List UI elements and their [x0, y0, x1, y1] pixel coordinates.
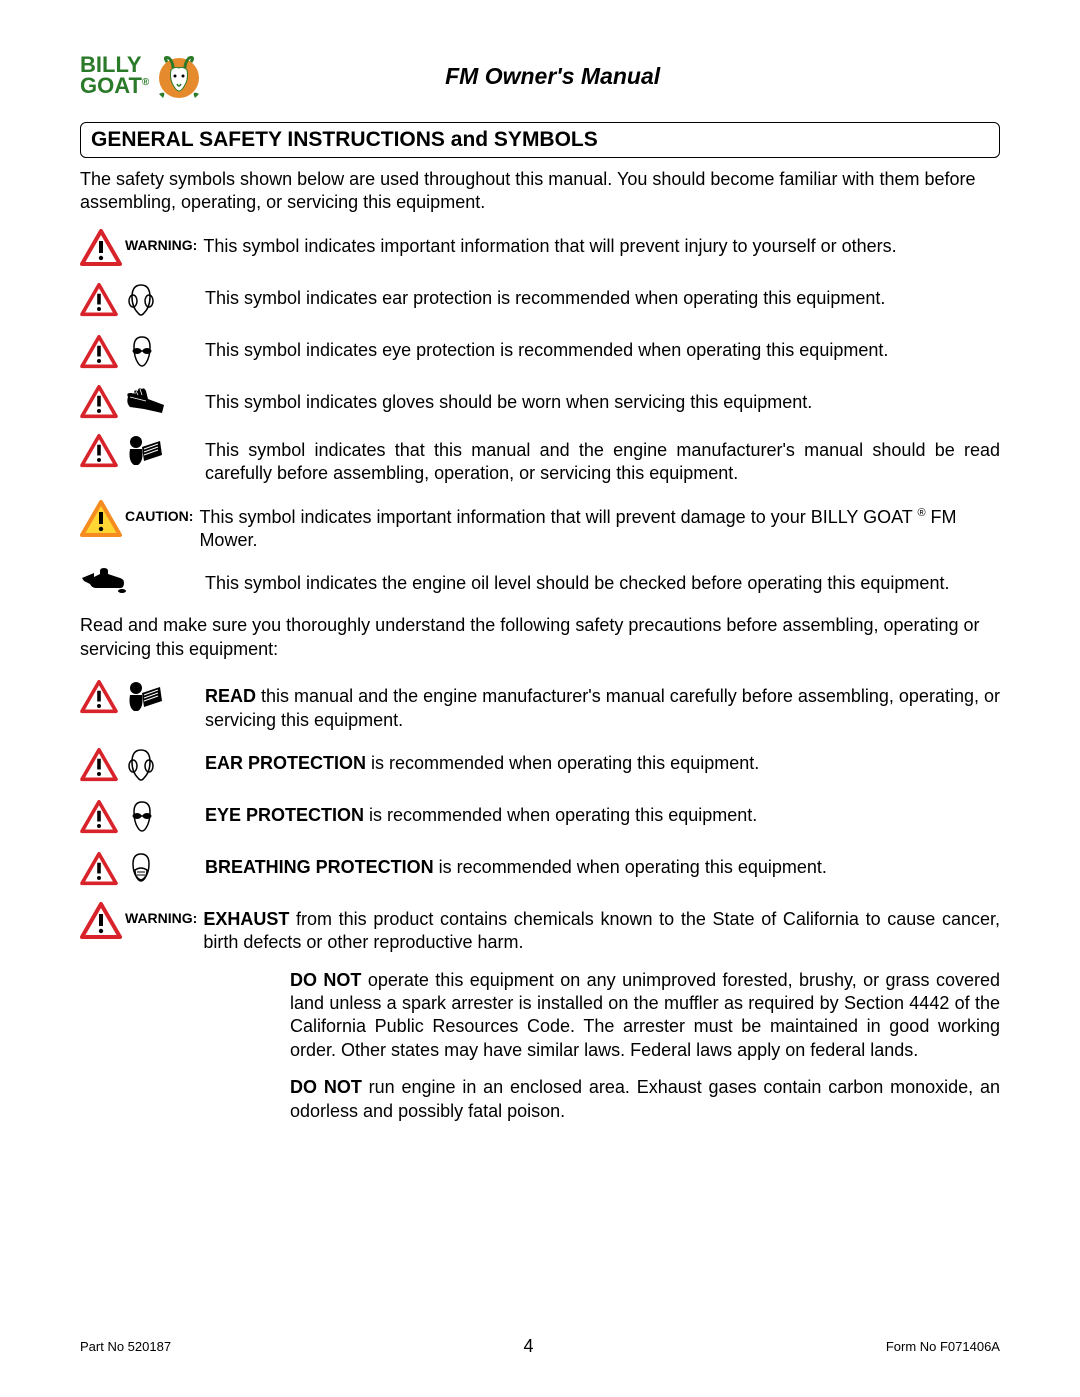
row-desc: This symbol indicates the engine oil lev… [205, 566, 1000, 595]
read-manual-icon [124, 679, 164, 715]
symbol-row: CAUTION: This symbol indicates important… [80, 500, 1000, 553]
caution-label: CAUTION: [125, 500, 199, 524]
desc-text: is recommended when operating this equip… [434, 857, 827, 877]
warning-triangle-icon [80, 434, 118, 468]
row-desc: This symbol indicates important informat… [199, 500, 1000, 553]
eye-protection-icon [124, 333, 160, 371]
icon-group [80, 566, 205, 596]
desc-pre: This symbol indicates important informat… [199, 507, 917, 527]
symbol-row: WARNING: This symbol indicates important… [80, 229, 1000, 267]
row-desc: BREATHING PROTECTION is recommended when… [205, 850, 1000, 879]
footer-left: Part No 520187 [80, 1339, 171, 1354]
header: BILLY GOAT® FM Owner's Manual [80, 50, 1000, 102]
cont-bold: DO NOT [290, 1077, 362, 1097]
warning-triangle-icon [80, 229, 122, 267]
symbol-row: This symbol indicates the engine oil lev… [80, 566, 1000, 596]
desc-bold: EYE PROTECTION [205, 805, 364, 825]
cont-bold: DO NOT [290, 970, 361, 990]
logo-line2: GOAT [80, 73, 142, 98]
icon-group [80, 679, 205, 715]
breathing-protection-icon [124, 850, 158, 888]
icon-group [80, 229, 125, 267]
continuation-para: DO NOT operate this equipment on any uni… [290, 969, 1000, 1063]
logo: BILLY GOAT® [80, 50, 205, 102]
icon-group [80, 798, 205, 836]
icon-group [80, 500, 125, 538]
desc-text: from this product contains chemicals kno… [203, 909, 1000, 952]
icon-group [80, 333, 205, 371]
icon-group [80, 902, 125, 940]
cont-text: run engine in an enclosed area. Exhaust … [290, 1077, 1000, 1120]
logo-text: BILLY GOAT® [80, 55, 149, 97]
symbol-row: This symbol indicates eye protection is … [80, 333, 1000, 371]
warning-triangle-icon [80, 852, 118, 886]
caution-triangle-icon [80, 500, 122, 538]
ear-protection-icon [124, 746, 158, 784]
symbol-row: EYE PROTECTION is recommended when opera… [80, 798, 1000, 836]
warning-triangle-icon [80, 680, 118, 714]
intro-text: The safety symbols shown below are used … [80, 168, 1000, 215]
desc-text: is recommended when operating this equip… [366, 753, 759, 773]
row-desc: This symbol indicates eye protection is … [205, 333, 1000, 362]
warning-triangle-icon [80, 748, 118, 782]
warning-triangle-icon [80, 800, 118, 834]
icon-group [80, 385, 205, 419]
row-desc: EAR PROTECTION is recommended when opera… [205, 746, 1000, 775]
symbol-row: READ this manual and the engine manufact… [80, 679, 1000, 732]
desc-text: this manual and the engine manufacturer'… [205, 686, 1000, 729]
page: BILLY GOAT® FM Owner's Manual GENERAL SA… [0, 0, 1080, 1397]
row-desc: This symbol indicates important informat… [203, 229, 1000, 258]
ear-protection-icon [124, 281, 158, 319]
gloves-icon [124, 387, 166, 417]
registered-mark: ® [917, 507, 925, 519]
icon-group [80, 281, 205, 319]
desc-bold: EAR PROTECTION [205, 753, 366, 773]
warning-triangle-icon [80, 385, 118, 419]
row-desc: EYE PROTECTION is recommended when opera… [205, 798, 1000, 827]
symbol-row: This symbol indicates gloves should be w… [80, 385, 1000, 419]
logo-registered: ® [142, 77, 149, 88]
icon-group [80, 746, 205, 784]
eye-protection-icon [124, 798, 160, 836]
mid-paragraph: Read and make sure you thoroughly unders… [80, 614, 1000, 661]
symbol-row: EAR PROTECTION is recommended when opera… [80, 746, 1000, 784]
warning-triangle-icon [80, 283, 118, 317]
footer-page-number: 4 [523, 1336, 533, 1357]
desc-text: is recommended when operating this equip… [364, 805, 757, 825]
row-desc: READ this manual and the engine manufact… [205, 679, 1000, 732]
warning-triangle-icon [80, 902, 122, 940]
footer-right: Form No F071406A [886, 1339, 1000, 1354]
symbol-row: BREATHING PROTECTION is recommended when… [80, 850, 1000, 888]
row-desc: This symbol indicates gloves should be w… [205, 385, 1000, 414]
warning-triangle-icon [80, 335, 118, 369]
desc-bold: EXHAUST [203, 909, 289, 929]
desc-bold: BREATHING PROTECTION [205, 857, 434, 877]
icon-group [80, 433, 205, 469]
continuation-para: DO NOT run engine in an enclosed area. E… [290, 1076, 1000, 1123]
desc-bold: READ [205, 686, 256, 706]
page-title: FM Owner's Manual [205, 63, 1000, 90]
warning-label: WARNING: [125, 229, 203, 253]
row-desc: This symbol indicates that this manual a… [205, 433, 1000, 486]
cont-text: operate this equipment on any unimproved… [290, 970, 1000, 1060]
warning-label: WARNING: [125, 902, 203, 926]
icon-group [80, 850, 205, 888]
oil-can-icon [80, 566, 130, 596]
read-manual-icon [124, 433, 164, 469]
section-heading: GENERAL SAFETY INSTRUCTIONS and SYMBOLS [80, 122, 1000, 158]
symbol-row: This symbol indicates ear protection is … [80, 281, 1000, 319]
row-desc: This symbol indicates ear protection is … [205, 281, 1000, 310]
symbol-row: This symbol indicates that this manual a… [80, 433, 1000, 486]
footer: Part No 520187 4 Form No F071406A [80, 1336, 1000, 1357]
goat-icon [153, 50, 205, 102]
row-desc: EXHAUST from this product contains chemi… [203, 902, 1000, 955]
symbol-row: WARNING: EXHAUST from this product conta… [80, 902, 1000, 955]
